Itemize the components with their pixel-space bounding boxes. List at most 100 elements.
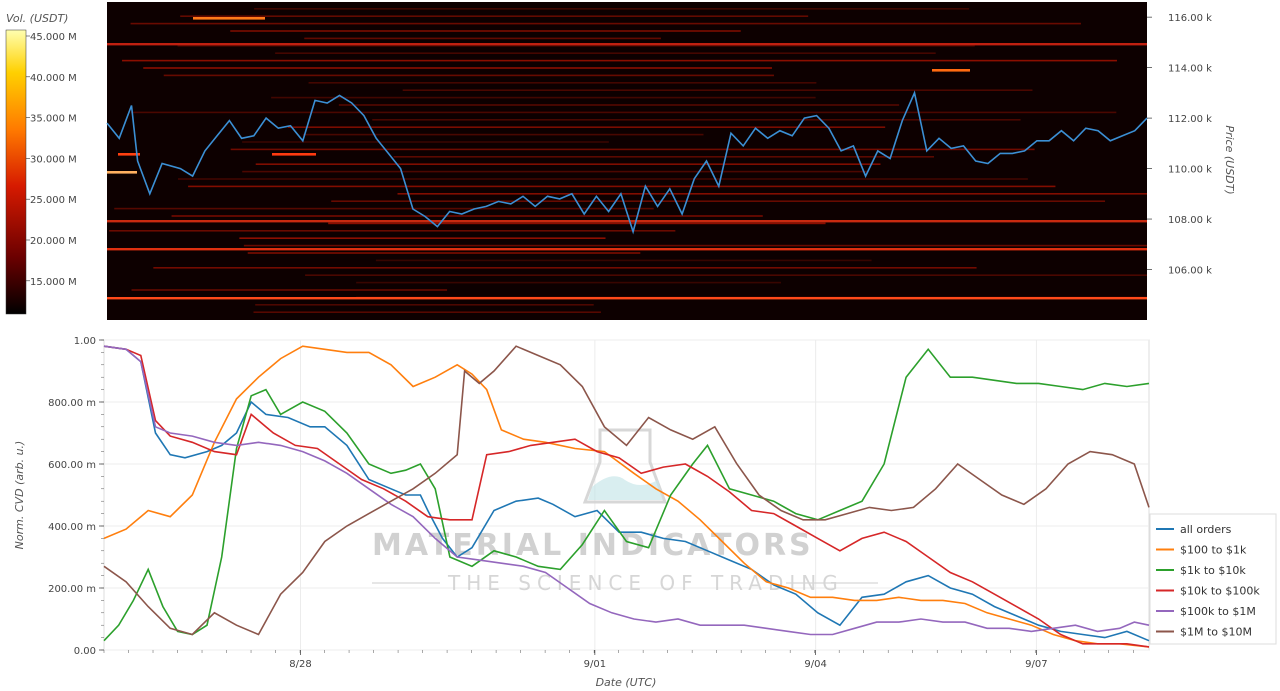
liquidity-band [275, 52, 936, 54]
legend-label: all orders [1180, 523, 1232, 536]
liquidity-band [375, 259, 872, 262]
liquidity-band [308, 82, 817, 84]
legend-label: $100 to $1k [1180, 544, 1247, 557]
liquidity-band [302, 133, 704, 136]
liquidity-band [397, 193, 1148, 195]
liquidity-band [304, 37, 661, 40]
cvd-y-tick-label: 800.00 m [48, 398, 96, 409]
liquidity-band [255, 304, 594, 306]
liquidity-band [242, 141, 609, 143]
cvd-series-line [103, 345, 1150, 636]
price-tick-label: 110.00 k [1168, 165, 1212, 176]
legend-label: $10k to $100k [1180, 585, 1260, 598]
liquidity-band [230, 148, 1035, 151]
watermark-subtitle: THE SCIENCE OF TRADING [447, 571, 844, 595]
liquidity-band [305, 274, 1148, 276]
liquidity-band [143, 67, 772, 69]
colorbar-tick-label: 35.000 M [30, 114, 77, 125]
colorbar-tick-label: 30.000 M [30, 154, 77, 165]
cvd-x-axis-label: Date (UTC) [596, 676, 657, 689]
cvd-panel: MATERIAL INDICATORS THE SCIENCE OF TRADI… [13, 336, 1277, 689]
cvd-x-tick-label: 9/04 [804, 659, 826, 670]
liquidity-band-strong [107, 220, 1147, 223]
legend: all orders $100 to $1k $1k to $10k $10k to … [1149, 513, 1277, 645]
liquidity-hotspot [272, 153, 316, 156]
price-axis-ticks: 116.00 k 114.00 k 112.00 k 110.00 k 108.00 k… [1147, 13, 1212, 277]
cvd-x-ticks: 8/28 9/01 9/04 9/07 [103, 650, 1134, 670]
cvd-y-tick-label: 1.00 [74, 336, 96, 347]
liquidity-bands [107, 8, 1148, 313]
liquidity-band [239, 237, 606, 239]
liquidity-band [131, 289, 448, 291]
legend-label: $1M to $10M [1180, 626, 1252, 639]
liquidity-band [171, 215, 763, 217]
colorbar-title: Vol. (USDT) [6, 12, 68, 25]
colorbar: Vol. (USDT) 45.000 M 40.000 M 35.000 M 30.0… [5, 12, 77, 315]
legend-label: $1k to $10k [1180, 564, 1246, 577]
cvd-series-line [103, 345, 1150, 636]
price-line [106, 90, 1148, 235]
cvd-y-tick-label: 400.00 m [48, 522, 96, 533]
liquidity-hotspot [932, 69, 970, 72]
liquidity-band [114, 207, 654, 210]
liquidity-hotspot [118, 153, 140, 156]
liquidity-band [188, 185, 1056, 188]
cvd-y-tick-label: 0.00 [74, 646, 96, 657]
cvd-y-axis-label: Norm. CVD (arb. u.) [13, 441, 26, 550]
cvd-series-line [103, 345, 1150, 648]
cvd-gridlines [104, 339, 1149, 651]
cvd-series [103, 345, 1150, 648]
legend-items: all orders $100 to $1k $1k to $10k $10k to … [1156, 523, 1260, 639]
liquidity-band [254, 8, 970, 10]
liquidity-band [109, 230, 676, 232]
liquidity-band [331, 200, 1106, 202]
liquidity-band [328, 222, 826, 225]
liquidity-band [130, 22, 1081, 25]
colorbar-tick-label: 40.000 M [30, 73, 77, 84]
liquidity-hotspot [107, 171, 137, 174]
liquidity-band [122, 59, 1117, 62]
liquidity-band-strong [107, 248, 1147, 251]
colorbar-ticks: 45.000 M 40.000 M 35.000 M 30.000 M 25.000 M… [26, 32, 77, 288]
liquidity-band [253, 311, 601, 313]
legend-box [1149, 513, 1277, 645]
cvd-x-tick-label: 9/01 [584, 659, 606, 670]
liquidity-band-strong [107, 43, 1147, 46]
colorbar-tick-label: 15.000 M [30, 277, 77, 288]
price-tick-label: 112.00 k [1168, 114, 1212, 125]
cvd-series-line [103, 345, 1150, 648]
liquidity-band [178, 178, 1028, 180]
liquidity-band [177, 45, 975, 47]
liquidity-band [372, 119, 1021, 121]
liquidity-band [271, 96, 816, 99]
liquidity-band [247, 252, 641, 254]
colorbar-tick-label: 25.000 M [30, 195, 77, 206]
liquidity-band [242, 170, 868, 173]
price-tick-label: 114.00 k [1168, 64, 1212, 75]
heatmap-panel: 116.00 k 114.00 k 112.00 k 110.00 k 108.00 k… [106, 2, 1236, 320]
liquidity-band [287, 126, 886, 128]
liquidity-band [163, 74, 774, 77]
liquidity-band [338, 104, 900, 106]
liquidity-band [153, 267, 977, 269]
colorbar-tick-label: 20.000 M [30, 236, 77, 247]
liquidity-band [393, 156, 935, 158]
liquidity-band [356, 281, 781, 284]
liquidity-band [130, 111, 1117, 114]
cvd-x-tick-label: 9/07 [1025, 659, 1047, 670]
liquidity-band [255, 163, 881, 165]
cvd-y-tick-label: 200.00 m [48, 584, 96, 595]
cvd-series-line [103, 348, 1150, 642]
liquidity-band [230, 30, 741, 32]
colorbar-gradient [5, 29, 27, 315]
liquidity-band [180, 15, 809, 17]
watermark-title: MATERIAL INDICATORS [372, 528, 814, 563]
cvd-y-ticks: 1.00 800.00 m 600.00 m 400.00 m 200.00 m 0.00 [48, 336, 104, 657]
price-tick-label: 108.00 k [1168, 215, 1212, 226]
liquidity-hotspot [193, 17, 265, 20]
price-tick-label: 116.00 k [1168, 13, 1212, 24]
flask-logo [582, 428, 668, 504]
cvd-y-tick-label: 600.00 m [48, 460, 96, 471]
liquidity-band [402, 89, 1033, 91]
